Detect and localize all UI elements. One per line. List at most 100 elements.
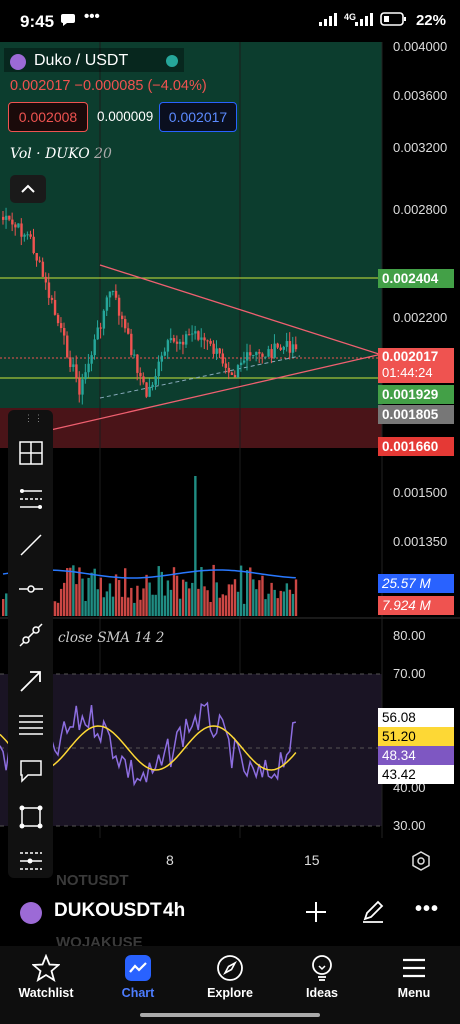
volume-bar bbox=[56, 602, 60, 616]
chart-settings-button[interactable] bbox=[410, 850, 432, 872]
plus-icon bbox=[306, 902, 326, 922]
volume-bar bbox=[209, 601, 212, 616]
rsi-axis-label: 30.00 bbox=[393, 818, 426, 833]
volume-bar bbox=[218, 597, 221, 616]
candle-body bbox=[81, 379, 84, 395]
pattern-tool-icon bbox=[20, 852, 42, 870]
candle-body bbox=[197, 331, 200, 340]
more-options-icon[interactable]: ••• bbox=[415, 898, 440, 920]
settings-hex-icon bbox=[412, 851, 430, 871]
candle-body bbox=[23, 234, 26, 237]
symbol-logo-icon bbox=[20, 902, 42, 924]
volume-bar bbox=[279, 590, 282, 616]
last-price-tag[interactable]: 0.002017 01:44:24 bbox=[378, 348, 454, 383]
candle-body bbox=[117, 297, 121, 316]
triangle-lower-line[interactable] bbox=[19, 353, 383, 438]
candle-body bbox=[8, 215, 11, 220]
volume-bar bbox=[258, 580, 261, 616]
candle-body bbox=[139, 372, 142, 377]
candle-body bbox=[157, 361, 160, 377]
crosshair-icon bbox=[19, 441, 43, 465]
sell-button[interactable]: 0.002008 bbox=[8, 102, 88, 132]
rectangle-tool[interactable] bbox=[8, 794, 53, 839]
candle-body bbox=[261, 353, 264, 357]
volume-bar bbox=[291, 593, 295, 616]
candle-body bbox=[136, 354, 139, 373]
green-level-tag[interactable]: 0.001929 bbox=[378, 385, 454, 404]
candle-body bbox=[172, 338, 176, 342]
buy-button[interactable]: 0.002017 bbox=[159, 102, 237, 132]
callout-tool[interactable] bbox=[8, 748, 53, 793]
chart-area[interactable]: Duko / USDT 0.002017 −0.000085 (−4.04%) … bbox=[0, 42, 460, 880]
bottom-nav: Watchlist Chart Explore Ideas Menu bbox=[0, 946, 460, 1024]
candle-body bbox=[285, 341, 289, 347]
candle-body bbox=[166, 340, 170, 352]
fib-tool[interactable] bbox=[8, 476, 53, 521]
candle-body bbox=[270, 349, 273, 358]
candle-body bbox=[188, 334, 191, 336]
symbol-name[interactable]: DUKOUSDT bbox=[54, 900, 162, 921]
candle-body bbox=[227, 367, 231, 373]
horizontal-line-tool[interactable] bbox=[8, 566, 53, 611]
signal2-icon bbox=[354, 11, 374, 31]
nav-ideas[interactable]: Ideas bbox=[276, 946, 368, 1006]
volume-bar bbox=[224, 595, 228, 616]
interval-selector[interactable]: 4h bbox=[163, 900, 186, 921]
add-button[interactable] bbox=[304, 900, 328, 924]
volume-bar bbox=[160, 571, 163, 616]
crosshair-tool[interactable] bbox=[8, 430, 53, 475]
candle-body bbox=[233, 375, 237, 378]
candle-body bbox=[160, 355, 163, 362]
volume-bar bbox=[215, 582, 218, 616]
volume-bar bbox=[203, 586, 206, 616]
arrow-tool[interactable] bbox=[8, 658, 53, 703]
volume-bar bbox=[87, 577, 90, 616]
volume-bar bbox=[252, 579, 255, 616]
toolbar-drag-handle[interactable]: ⋮⋮ bbox=[24, 413, 44, 423]
resistance-price-tag[interactable]: 0.002404 bbox=[378, 269, 454, 288]
candle-body bbox=[203, 337, 206, 341]
home-indicator[interactable] bbox=[140, 1013, 320, 1017]
candle-body bbox=[120, 315, 124, 320]
rsi-legend[interactable]: close SMA 14 2 bbox=[58, 630, 165, 646]
support-price-tag[interactable]: 0.001660 bbox=[378, 437, 454, 456]
candle-body bbox=[288, 341, 292, 353]
volume-bar bbox=[264, 599, 267, 616]
trend-line-tool[interactable] bbox=[8, 522, 53, 567]
volume-bar bbox=[282, 591, 285, 616]
candle-body bbox=[255, 352, 258, 355]
nav-watchlist[interactable]: Watchlist bbox=[0, 946, 92, 1006]
candle-body bbox=[212, 343, 215, 354]
time-axis[interactable] bbox=[0, 838, 460, 880]
candle-body bbox=[264, 356, 267, 358]
candle-body bbox=[218, 348, 221, 354]
volume-bar bbox=[163, 595, 167, 616]
candle-body bbox=[282, 346, 285, 350]
collapse-legend-button[interactable] bbox=[10, 175, 46, 203]
candle-body bbox=[209, 341, 212, 344]
chart-icon bbox=[125, 955, 151, 981]
pair-title[interactable]: Duko / USDT bbox=[34, 52, 129, 69]
volume-bar bbox=[5, 593, 8, 616]
candle-body bbox=[206, 340, 209, 342]
nav-menu[interactable]: Menu bbox=[368, 946, 460, 1006]
parallel-channel-tool[interactable] bbox=[8, 702, 53, 747]
price-axis-label: 0.002200 bbox=[393, 310, 448, 325]
market-status-icon[interactable] bbox=[166, 55, 178, 67]
candle-body bbox=[267, 349, 270, 357]
gray-level-tag[interactable]: 0.001805 bbox=[378, 405, 454, 424]
callout-icon bbox=[20, 760, 42, 783]
ray-tool[interactable] bbox=[8, 612, 53, 657]
nav-explore[interactable]: Explore bbox=[184, 946, 276, 1006]
coin-logo-icon bbox=[10, 54, 26, 70]
volume-bar bbox=[145, 574, 148, 616]
more-tools[interactable] bbox=[8, 838, 53, 883]
nav-chart[interactable]: Chart bbox=[92, 946, 184, 1006]
drawing-button[interactable] bbox=[360, 898, 386, 924]
lightbulb-icon bbox=[312, 955, 332, 981]
chart-canvas[interactable] bbox=[0, 42, 460, 880]
candle-body bbox=[215, 348, 218, 354]
candle-body bbox=[249, 352, 252, 356]
candle-body bbox=[20, 223, 23, 237]
triangle-upper-line[interactable] bbox=[99, 264, 383, 356]
